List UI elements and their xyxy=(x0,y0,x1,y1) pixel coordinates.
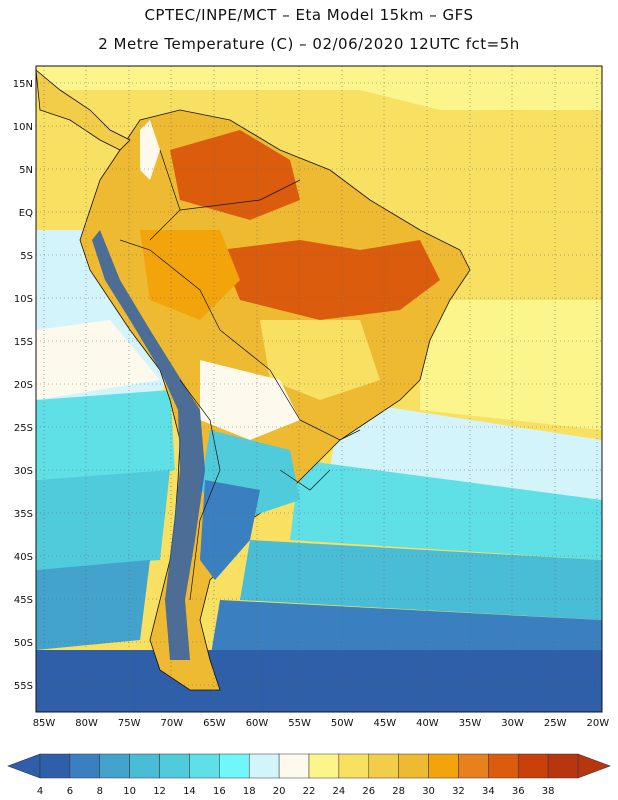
ocean-band-10 xyxy=(240,540,602,620)
map-title-line-1: CPTEC/INPE/MCT – Eta Model 15km – GFS xyxy=(144,6,474,24)
colorbar-cell xyxy=(129,753,160,779)
latitude-labels: 15N 10N 5N EQ 5S 10S 15S 20S 25S 30S 35S 40S 45S 50S 5… xyxy=(13,79,33,692)
ocean-atlantic-cyan xyxy=(290,460,602,560)
lon-label: 40W xyxy=(416,718,439,729)
lon-label: 70W xyxy=(160,718,183,729)
ocean-band-4 xyxy=(36,650,602,712)
colorbar-cell xyxy=(398,753,429,779)
ocean-band-6 xyxy=(210,600,602,660)
lat-label: 5S xyxy=(20,251,33,262)
colorbar: 4 6 8 10 12 14 16 18 20 22 24 26 28 30 32 34 36 38 xyxy=(7,753,611,797)
colorbar-tick-label: 6 xyxy=(67,786,73,797)
colorbar-tick-label: 10 xyxy=(123,786,136,797)
central-america-landmass xyxy=(36,69,131,151)
lat-label: 10S xyxy=(14,294,33,305)
colorbar-cell xyxy=(488,753,519,779)
colorbar-cell xyxy=(368,753,399,779)
colorbar-cell xyxy=(458,753,489,779)
colorbar-tick-label: 26 xyxy=(362,786,375,797)
chaco-mild-zone xyxy=(200,360,300,440)
lon-label: 80W xyxy=(75,718,98,729)
lat-label: 40S xyxy=(14,552,33,563)
colorbar-cell xyxy=(39,753,71,779)
lat-label: EQ xyxy=(19,208,33,219)
border-peru-brazil xyxy=(119,239,221,331)
lon-label: 65W xyxy=(203,718,226,729)
colorbar-tick-label: 16 xyxy=(213,786,226,797)
colorbar-cell xyxy=(248,753,280,779)
colorbar-cell xyxy=(517,753,549,779)
lat-label: 20S xyxy=(14,380,33,391)
colorbar-tick-label: 20 xyxy=(273,786,286,797)
lat-label: 50S xyxy=(14,638,33,649)
lat-label: 35S xyxy=(14,509,33,520)
colorbar-tick-label: 34 xyxy=(482,786,495,797)
colorbar-high-arrow xyxy=(577,753,611,779)
colorbar-cell xyxy=(338,753,370,779)
lat-label: 15S xyxy=(14,337,33,348)
border-bolivia xyxy=(219,329,301,421)
venezuela-hot-zone xyxy=(170,130,300,220)
colorbar-low-arrow xyxy=(7,753,41,779)
colorbar-tick-label: 30 xyxy=(422,786,435,797)
ocean-pacific-white xyxy=(36,320,160,400)
ocean-pacific-cyan xyxy=(36,390,175,480)
lat-label: 30S xyxy=(14,466,33,477)
brazil-hot-zone xyxy=(220,240,440,320)
ocean-band-12 xyxy=(36,470,170,570)
lat-label: 15N xyxy=(13,79,33,90)
colorbar-cell xyxy=(428,753,459,779)
lon-label: 30W xyxy=(501,718,524,729)
lat-label: 10N xyxy=(13,122,33,133)
lon-label: 50W xyxy=(331,718,354,729)
colorbar-tick-label: 28 xyxy=(392,786,405,797)
colorbar-tick-label: 4 xyxy=(37,786,43,797)
lon-label: 85W xyxy=(33,718,56,729)
lat-label: 45S xyxy=(14,595,33,606)
ocean-band-light xyxy=(36,66,602,110)
patagonia-cold-zone xyxy=(200,480,260,580)
colorbar-cell xyxy=(547,753,579,779)
colorbar-tick-label: 24 xyxy=(333,786,346,797)
lon-label: 60W xyxy=(246,718,269,729)
colorbar-cell xyxy=(308,753,340,779)
colorbar-cell xyxy=(278,753,310,779)
colorbar-tick-label: 32 xyxy=(452,786,465,797)
lon-label: 35W xyxy=(459,718,482,729)
colombia-andes-zone xyxy=(140,120,160,180)
colorbar-tick-label: 14 xyxy=(183,786,196,797)
lon-label: 25W xyxy=(544,718,567,729)
colorbar-tick-label: 38 xyxy=(542,786,555,797)
colorbar-tick-label: 8 xyxy=(97,786,103,797)
colorbar-tick-label: 12 xyxy=(153,786,166,797)
lon-label: 20W xyxy=(586,718,609,729)
lat-label: 5N xyxy=(19,165,33,176)
colorbar-cell xyxy=(189,753,220,779)
lat-label: 25S xyxy=(14,423,33,434)
lon-label: 55W xyxy=(288,718,311,729)
map-plot-area xyxy=(36,66,602,712)
border-paraguay xyxy=(299,419,361,441)
colorbar-cell xyxy=(219,753,250,779)
colorbar-cell xyxy=(159,753,190,779)
colorbar-cell xyxy=(69,753,101,779)
lon-label: 75W xyxy=(118,718,141,729)
colorbar-tick-label: 18 xyxy=(243,786,256,797)
lat-label: 55S xyxy=(14,681,33,692)
colorbar-tick-label: 22 xyxy=(303,786,316,797)
colorbar-cell xyxy=(99,753,130,779)
central-brazil-zone xyxy=(260,320,380,400)
border-venezuela-brazil xyxy=(179,179,301,211)
colorbar-tick-label: 36 xyxy=(512,786,525,797)
longitude-labels: 85W 80W 75W 70W 65W 60W 55W 50W 45W 40W 35W 30W 25W 2… xyxy=(33,718,610,729)
border-uruguay xyxy=(279,469,331,491)
andes-cold-spine xyxy=(92,230,205,660)
lon-label: 45W xyxy=(373,718,396,729)
map-title-line-2: 2 Metre Temperature (C) – 02/06/2020 12U… xyxy=(98,35,520,53)
ocean-band-8 xyxy=(36,560,150,650)
amazon-warm-zone xyxy=(140,230,240,320)
map-frame xyxy=(35,65,603,713)
ocean-band-east xyxy=(420,300,602,430)
